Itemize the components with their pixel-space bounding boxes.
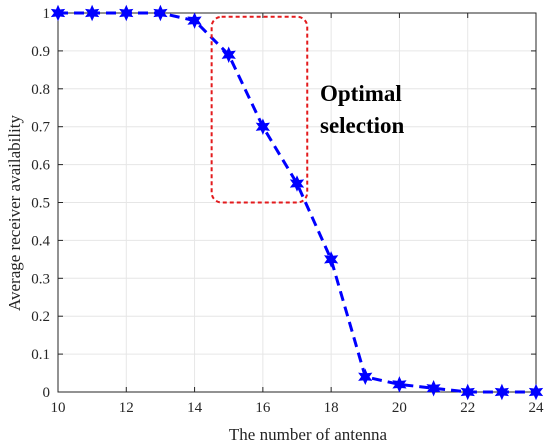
data-point — [221, 46, 236, 63]
y-tick-label: 0.9 — [31, 44, 50, 60]
x-tick-label: 22 — [460, 400, 475, 416]
data-point — [324, 251, 339, 268]
optimal-selection-box — [210, 15, 309, 204]
y-tick-label: 0.5 — [31, 196, 50, 212]
series-line — [58, 11, 536, 394]
data-point — [392, 376, 407, 393]
x-tick-label: 12 — [119, 400, 134, 416]
x-tick-label: 14 — [187, 400, 203, 416]
x-tick-label: 16 — [255, 400, 271, 416]
data-point — [289, 175, 305, 192]
x-axis-label: The number of antenna — [229, 425, 388, 444]
annotation-text-line-2: selection — [320, 113, 405, 138]
data-point — [426, 379, 441, 397]
data-point — [153, 4, 168, 22]
y-tick-label: 0.3 — [31, 271, 50, 287]
grid-lines — [57, 12, 537, 393]
y-tick-labels: 0 0.1 0.2 0.3 0.4 0.5 0.6 0.7 0.8 0.9 1 — [31, 6, 50, 401]
y-tick-label: 0.1 — [31, 347, 50, 363]
data-point — [255, 118, 270, 135]
series-markers — [50, 4, 544, 401]
y-tick-label: 0.2 — [31, 309, 50, 325]
data-point — [358, 368, 373, 386]
data-point — [50, 4, 66, 22]
data-point — [85, 4, 100, 22]
y-tick-label: 1 — [43, 6, 51, 22]
data-point — [528, 383, 544, 401]
y-axis-label: Average receiver availability — [5, 114, 24, 311]
y-tick-label: 0.4 — [31, 233, 50, 249]
data-point — [494, 383, 509, 401]
y-tick-label: 0.7 — [31, 120, 50, 136]
data-point — [187, 12, 202, 29]
x-tick-labels: 10 12 14 16 18 20 22 24 — [51, 400, 545, 416]
y-tick-label: 0.8 — [31, 82, 50, 98]
x-tick-label: 10 — [51, 400, 66, 416]
x-tick-label: 18 — [324, 400, 339, 416]
x-tick-label: 24 — [529, 400, 545, 416]
annotation-text-line-1: Optimal — [320, 81, 402, 106]
y-tick-label: 0.6 — [31, 158, 50, 174]
x-tick-label: 20 — [392, 400, 407, 416]
y-tick-label: 0 — [43, 385, 51, 401]
data-point — [119, 4, 134, 22]
data-point — [460, 383, 475, 401]
